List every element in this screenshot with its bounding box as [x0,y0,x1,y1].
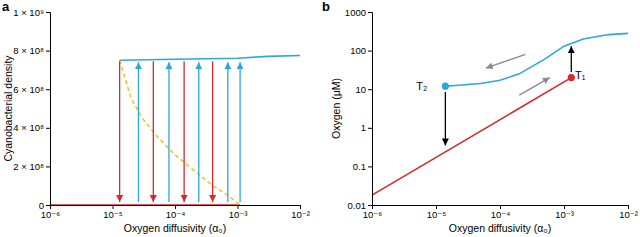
tick: 4 × 10⁸ [13,122,50,133]
tick: 1 [361,122,372,133]
arrow [239,62,240,202]
y-axis-title: Oxygen (μM) [330,78,342,139]
tick-label: 0.1 [353,161,366,172]
tick-label: 1 [361,122,366,133]
y-axis-title: Cyanobacterial density [2,55,14,162]
tick: 10⁻³ [229,205,248,220]
tick: 10⁻³ [555,205,574,220]
tick: 10⁻⁴ [491,205,511,220]
tick-mark [368,166,372,167]
x-axis-title: Oxygen diffusivity (α₀) [449,222,551,234]
tick: 10⁻⁵ [103,205,123,220]
tick-mark [368,12,372,13]
tick-label: 10⁻⁴ [491,209,511,220]
plot-area [372,33,628,195]
tick-label: 10⁻² [291,209,310,220]
tick-mark [368,51,372,52]
axis-line [368,13,373,206]
plot-area [50,55,300,205]
arrow [153,61,154,202]
line [120,55,300,60]
tick-label: 1 × 10⁹ [13,7,44,18]
panel: 10⁻⁶10⁻⁵10⁻⁴10⁻³10⁻²0.010.11101001000T₁T… [322,0,638,234]
tick: 8 × 10⁸ [13,45,50,56]
tick-label: 8 × 10⁸ [13,45,44,56]
tick: 10⁻⁴ [166,205,186,220]
y-axis: 0.01 0.1 1 10 100 1000 [345,7,373,211]
tick-label: 10⁻² [619,209,638,220]
point [568,74,575,81]
tick-label: 10⁻⁴ [166,209,186,220]
tick: 10⁻² [291,205,310,220]
line [445,33,628,86]
tick-label: 10⁻⁵ [427,209,447,220]
axis-line [46,13,51,206]
x-axis: 10⁻⁶10⁻⁵10⁻⁴10⁻³10⁻² [363,205,638,220]
tick-mark [46,128,50,129]
tick-mark [368,89,372,90]
tick: 10⁻⁵ [427,205,447,220]
tick: 1000 [345,7,372,18]
tick: 100 [350,45,372,56]
x-axis: 10⁻⁶10⁻⁵10⁻⁴10⁻³10⁻² [41,205,310,220]
chart-svg: 10⁻⁶10⁻⁵10⁻⁴10⁻³10⁻²02 × 10⁸4 × 10⁸6 × 1… [0,0,640,237]
annotation: T₂ [416,80,427,92]
tick: 10 [355,84,372,95]
tick-label: 2 × 10⁸ [13,161,44,172]
arrow [486,54,526,68]
tick-label: 100 [350,45,366,56]
tick-label: 10⁻⁵ [103,209,123,220]
tick: 0.1 [353,161,372,172]
tick: 0 [39,200,50,211]
tick-mark [46,166,50,167]
arrow [445,92,446,145]
panel: 10⁻⁶10⁻⁵10⁻⁴10⁻³10⁻²02 × 10⁸4 × 10⁸6 × 1… [2,0,310,234]
tick: 6 × 10⁸ [13,84,50,95]
tick-label: 0 [39,200,44,211]
y-axis: 0 2 × 10⁸ 4 × 10⁸ 6 × 10⁸ 8 × 10⁸ 1 × 10⁹ [13,7,50,211]
tick-label: 1000 [345,7,366,18]
tick-label: 10⁻³ [555,209,574,220]
arrow [119,61,120,202]
point [442,83,449,90]
arrow [212,61,213,202]
tick: 0.01 [348,200,373,211]
annotation: T₁ [575,69,586,81]
tick-label: 6 × 10⁸ [13,84,44,95]
tick-label: 10 [355,84,366,95]
tick: 10⁻² [619,205,638,220]
tick-label: 4 × 10⁸ [13,122,44,133]
tick-label: 10⁻³ [229,209,248,220]
arrow [138,62,139,202]
x-axis-title: Oxygen diffusivity (α₀) [124,222,226,234]
line [372,78,571,196]
arrow [227,62,228,202]
arrow [519,78,550,96]
panel-label: a [2,0,10,14]
tick-mark [368,128,372,129]
tick-mark [368,205,372,206]
panel-label: b [322,0,330,14]
tick-mark [46,205,50,206]
arrow [198,62,199,202]
tick-mark [46,89,50,90]
tick-mark [46,51,50,52]
line [120,60,240,205]
tick: 1 × 10⁹ [13,7,50,18]
arrow [571,46,572,72]
chart-root: 10⁻⁶10⁻⁵10⁻⁴10⁻³10⁻²02 × 10⁸4 × 10⁸6 × 1… [0,0,640,237]
arrow [168,62,169,202]
tick-label: 0.01 [348,200,367,211]
tick: 2 × 10⁸ [13,161,50,172]
arrow [183,61,184,202]
tick-mark [46,12,50,13]
